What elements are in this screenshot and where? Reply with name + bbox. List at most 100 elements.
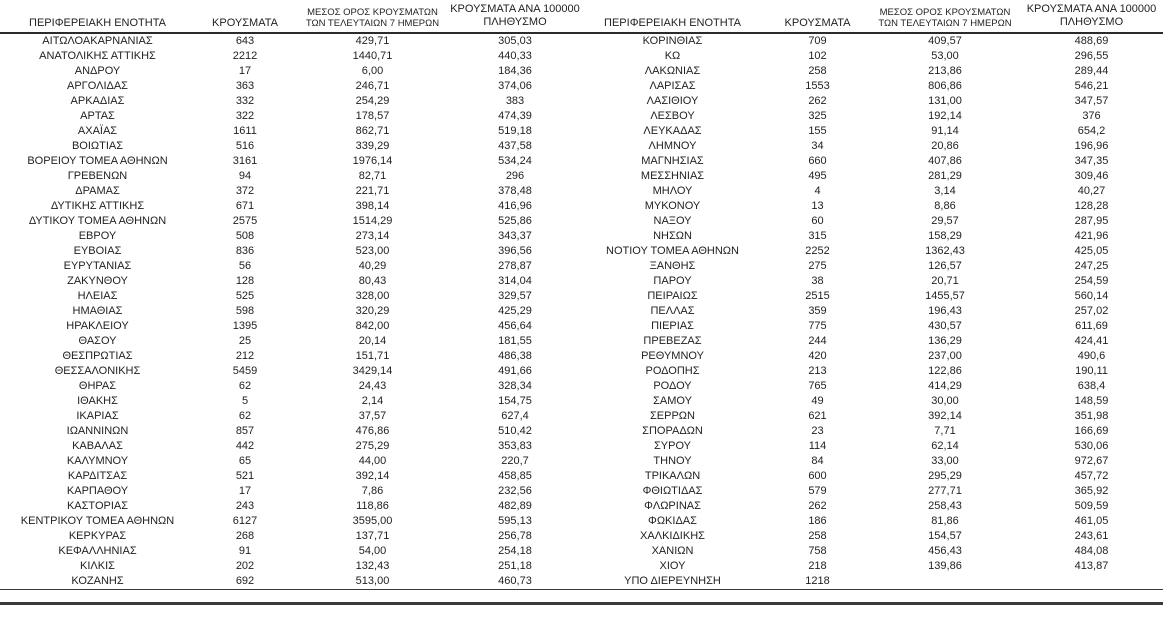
per100k-cell-left: 328,34 (498, 380, 532, 392)
region-cell-right: ΜΑΓΝΗΣΙΑΣ (641, 155, 704, 167)
cases-cell-left: 3161 (232, 155, 258, 167)
avg7-cell-right: 29,57 (931, 215, 959, 227)
avg7-cell-right: 430,57 (928, 320, 962, 332)
per100k-cell-right: 413,87 (1074, 560, 1109, 572)
region-cell-left: ΕΥΒΟΙΑΣ (73, 245, 122, 257)
avg7-cell-left: 6,00 (361, 65, 384, 77)
per100k-cell-right (1020, 574, 1163, 590)
cases-cell-right: 325 (808, 110, 827, 122)
per100k-cell-left: 374,06 (498, 80, 532, 92)
cases-cell-right: 775 (808, 320, 827, 332)
region-cell-left: ΚΑΡΠΑΘΟΥ (66, 485, 129, 497)
table-row: ΔΥΤΙΚΗΣ ΑΤΤΙΚΗΣ 671 398,14 416,96 ΜΥΚΟΝΟΥ 13 8… (0, 199, 1163, 214)
cases-cell-right: 359 (808, 305, 827, 317)
avg7-cell-right: 7,71 (934, 425, 956, 437)
avg7-cell-right: 277,71 (928, 485, 962, 497)
region-cell-right: ΣΑΜΟΥ (653, 395, 692, 407)
table-row: ΘΑΣΟΥ 25 20,14 181,55 ΠΡΕΒΕΖΑΣ 244 136,29 424,4… (0, 334, 1163, 349)
per100k-cell-left: 416,96 (498, 200, 532, 212)
table-row: ΚΙΛΚΙΣ 202 132,43 251,18 ΧΙΟΥ 218 139,86 413,87 (0, 559, 1163, 574)
cases-cell-right: 1553 (805, 80, 830, 92)
avg7-cell-left: 339,29 (355, 140, 390, 152)
cases-cell-right: 600 (808, 470, 827, 482)
header-region-left: ΠΕΡΙΦΕΡΕΙΑΚΗ ΕΝΟΤΗΤΑ (0, 3, 195, 34)
region-cell-right: ΡΟΔΟΥ (653, 380, 692, 392)
table-row: ΗΡΑΚΛΕΙΟΥ 1395 842,00 456,64 ΠΙΕΡΙΑΣ 775 430,5… (0, 319, 1163, 334)
region-cell-left: ΘΕΣΠΡΩΤΙΑΣ (62, 350, 133, 362)
per100k-cell-right: 351,98 (1074, 410, 1109, 422)
per100k-cell-left: 627,4 (501, 410, 529, 422)
avg7-cell-left: 1514,29 (352, 215, 393, 227)
cases-cell-left: 643 (235, 35, 255, 47)
avg7-cell-right: 806,86 (928, 80, 962, 92)
table-row: ΗΜΑΘΙΑΣ 598 320,29 425,29 ΠΕΛΛΑΣ 359 196,43 257… (0, 304, 1163, 319)
cases-cell-right: 218 (808, 560, 827, 572)
cases-cell-right: 495 (808, 170, 827, 182)
avg7-cell-left: 44,00 (358, 455, 387, 467)
cases-cell-right: 258 (808, 530, 827, 542)
per100k-cell-right: 457,72 (1074, 470, 1109, 482)
avg7-cell-right: 414,29 (928, 380, 962, 392)
per100k-cell-right: 287,95 (1074, 215, 1109, 227)
per100k-cell-right: 488,69 (1074, 35, 1109, 47)
cases-cell-left: 2212 (232, 50, 258, 62)
region-cell-right: ΠΡΕΒΕΖΑΣ (643, 335, 702, 347)
header-per100k-left-line1: ΚΡΟΥΣΜΑΤΑ ΑΝΑ 100000 (450, 3, 580, 15)
avg7-cell-left: 523,00 (355, 245, 390, 257)
per100k-cell-right: 365,92 (1074, 485, 1109, 497)
region-cell-right: ΛΑΡΙΣΑΣ (649, 80, 696, 92)
avg7-cell-right: 407,86 (928, 155, 962, 167)
region-cell-right: ΚΩ (664, 50, 681, 62)
avg7-cell-right: 196,43 (928, 305, 962, 317)
header-avg7-right: ΜΕΣΟΣ ΟΡΟΣ ΚΡΟΥΣΜΑΤΩΝ ΤΩΝ ΤΕΛΕΥΤΑΙΩΝ 7 Η… (870, 3, 1020, 34)
region-cell-right: ΧΙΟΥ (659, 560, 686, 572)
per100k-cell-right: 490,6 (1077, 350, 1106, 362)
region-cell-right: ΛΑΣΙΘΙΟΥ (646, 95, 699, 107)
per100k-cell-left: 251,18 (498, 560, 532, 572)
cases-cell-left: 857 (235, 425, 255, 437)
cases-cell-left: 94 (238, 170, 252, 182)
region-cell-right: ΠΕΙΡΑΙΩΣ (647, 290, 698, 302)
per100k-cell-right: 560,14 (1074, 290, 1109, 302)
region-cell-right: ΧΑΛΚΙΔΙΚΗΣ (640, 530, 705, 542)
per100k-cell-left: 256,78 (498, 530, 532, 542)
per100k-cell-left: 278,87 (498, 260, 532, 272)
cases-cell-left: 62 (238, 410, 252, 422)
cases-cell-right: 420 (808, 350, 827, 362)
region-cell-left: ΒΟΙΩΤΙΑΣ (71, 140, 124, 152)
avg7-cell-right: 258,43 (928, 500, 962, 512)
table-row: ΕΥΡΥΤΑΝΙΑΣ 56 40,29 278,87 ΞΑΝΘΗΣ 275 126,57 24… (0, 259, 1163, 274)
table-row: ΙΚΑΡΙΑΣ 62 37,57 627,4 ΣΕΡΡΩΝ 621 392,14 351,98 (0, 409, 1163, 424)
per100k-cell-right: 530,06 (1074, 440, 1109, 452)
avg7-cell-left: 82,71 (358, 170, 387, 182)
table-row: ΙΩΑΝΝΙΝΩΝ 857 476,86 510,42 ΣΠΟΡΑΔΩΝ 23 7,71 16… (0, 424, 1163, 439)
region-cell-right: ΛΕΥΚΑΔΑΣ (643, 125, 702, 137)
table-row: ΚΕΦΑΛΛΗΝΙΑΣ 91 54,00 254,18 ΧΑΝΙΩΝ 758 456,43 4… (0, 544, 1163, 559)
region-cell-left: ΑΧΑΪΑΣ (77, 125, 118, 137)
avg7-cell-right: 295,29 (928, 470, 962, 482)
avg7-cell-right: 213,86 (928, 65, 962, 77)
avg7-cell-left: 2,14 (361, 395, 384, 407)
cases-cell-right: 262 (808, 500, 827, 512)
cases-cell-left: 598 (235, 305, 255, 317)
table-row: ΔΥΤΙΚΟΥ ΤΟΜΕΑ ΑΘΗΝΩΝ 2575 1514,29 525,86 ΝΑΞ… (0, 214, 1163, 229)
avg7-cell-left: 54,00 (358, 545, 387, 557)
table-row: ΑΡΚΑΔΙΑΣ 332 254,29 383 ΛΑΣΙΘΙΟΥ 262 131,00 347… (0, 94, 1163, 109)
avg7-cell-right: 192,14 (928, 110, 962, 122)
region-cell-left: ΙΚΑΡΙΑΣ (76, 410, 119, 422)
table-body: ΑΙΤΩΛΟΑΚΑΡΝΑΝΙΑΣ 643 429,71 305,03 ΚΟΡΙΝΘΙΑΣ… (0, 33, 1163, 590)
region-cell-right: ΝΗΣΩΝ (653, 230, 692, 242)
avg7-cell-right: 91,14 (931, 125, 959, 137)
cases-cell-left: 212 (235, 350, 255, 362)
cases-cell-left: 516 (235, 140, 255, 152)
avg7-cell-right: 20,86 (931, 140, 959, 152)
region-cell-left: ΑΙΤΩΛΟΑΚΑΡΝΑΝΙΑΣ (42, 35, 153, 47)
cases-cell-right: 155 (808, 125, 827, 137)
region-cell-left: ΑΡΤΑΣ (80, 110, 115, 122)
region-cell-left: ΚΕΦΑΛΛΗΝΙΑΣ (58, 545, 137, 557)
avg7-cell-left: 151,71 (355, 350, 390, 362)
region-cell-left: ΚΕΡΚΥΡΑΣ (68, 530, 127, 542)
cases-cell-left: 508 (235, 230, 255, 242)
table-row: ΘΕΣΠΡΩΤΙΑΣ 212 151,71 486,38 ΡΕΘΥΜΝΟΥ 420 237,… (0, 349, 1163, 364)
